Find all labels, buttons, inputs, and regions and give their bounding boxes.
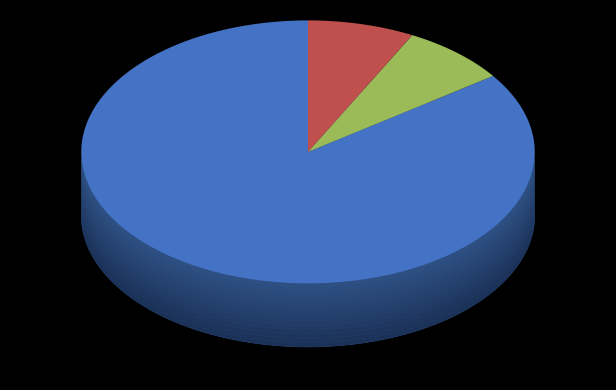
Polygon shape [81,207,535,343]
Polygon shape [81,156,535,292]
Polygon shape [81,182,535,317]
Polygon shape [308,20,412,152]
Polygon shape [81,194,535,330]
Polygon shape [81,173,535,309]
Polygon shape [81,165,535,300]
Polygon shape [308,35,493,152]
Polygon shape [81,190,535,326]
Polygon shape [81,203,535,339]
Polygon shape [81,152,535,347]
Polygon shape [81,169,535,305]
Polygon shape [81,84,535,347]
Polygon shape [81,177,535,313]
Polygon shape [81,211,535,347]
Polygon shape [81,199,535,334]
Polygon shape [81,152,535,287]
Polygon shape [81,186,535,321]
Polygon shape [81,160,535,296]
Polygon shape [81,20,535,284]
